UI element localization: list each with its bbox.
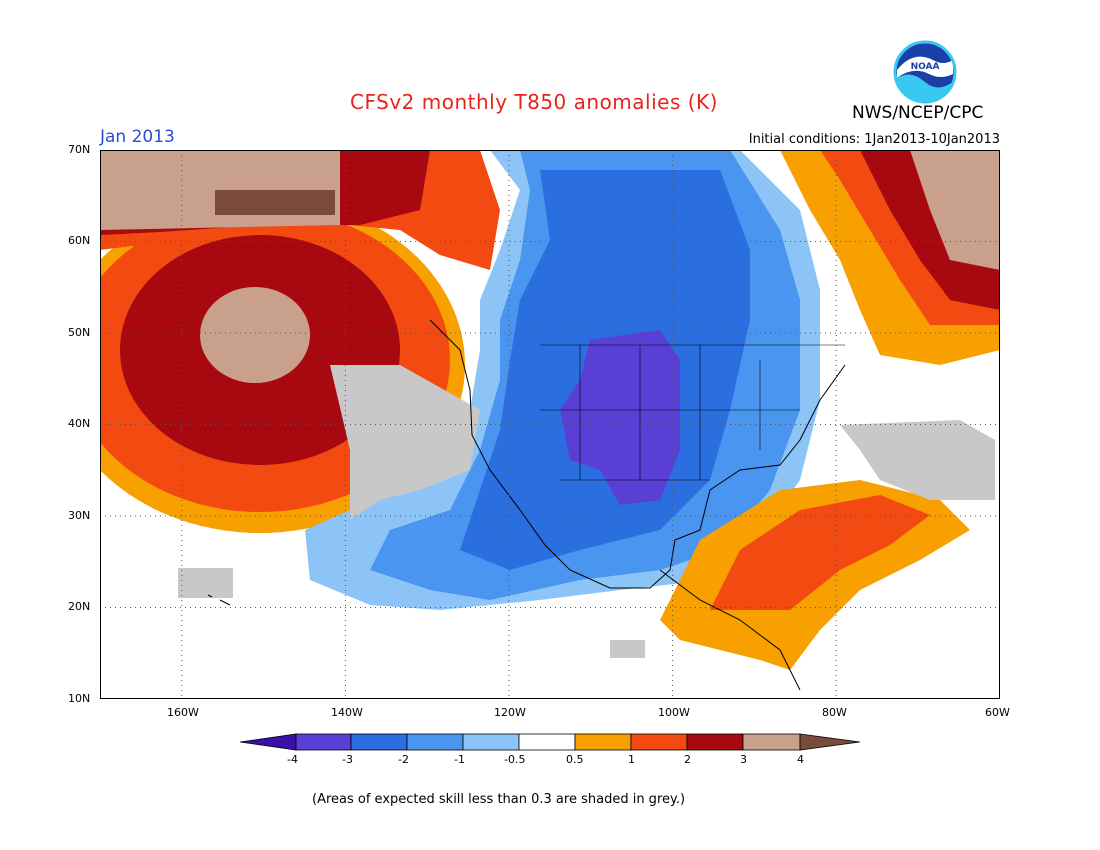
forecast-month: Jan 2013 [100,127,175,147]
colorbar-tick-2: 2 [684,753,691,766]
lon-label-160w: 160W [167,706,199,719]
na-coastline [429,319,846,589]
map-frame [100,150,1000,699]
colorbar-bin-3 [406,733,464,751]
colorbar-tick-minus-1: -1 [454,753,465,766]
lat-label-40n: 40N [68,417,91,430]
lon-label-120w: 120W [494,706,526,719]
grey-skill-note: (Areas of expected skill less than 0.3 a… [312,792,686,807]
colorbar-tick-minus-3: -3 [342,753,353,766]
lon-label-100w: 100W [658,706,690,719]
lat-label-20n: 20N [68,600,91,613]
state-borders-vertical [579,345,761,480]
cold-core [560,330,680,505]
map-title: CFSv2 monthly T850 anomalies (K) [350,90,718,114]
colorbar-tick-3: 3 [740,753,747,766]
noaa-logo-ring [893,40,957,104]
lat-label-70n: 70N [68,143,91,156]
low-skill-eastern-pacific [610,640,645,658]
northeast-warm-core [910,150,1000,270]
colorbar-upper-arrow [799,733,861,751]
colorbar-tick-minus-2: -2 [398,753,409,766]
noaa-logo-bird [897,56,953,78]
colorbar-bin-4 [462,733,520,751]
pacific-warm-core [200,287,310,383]
colorbar-bin-5 [518,733,576,751]
colorbar-bin-7 [630,733,688,751]
noaa-logo: NOAA [893,40,957,104]
low-skill-atlantic [840,420,995,500]
initial-conditions: Initial conditions: 1Jan2013-10Jan2013 [748,132,1000,147]
colorbar-tick-minus-0-5: -0.5 [504,753,526,766]
alaska-warm-peak [215,190,335,215]
low-skill-pacific [330,365,480,520]
colorbar-tick-1: 1 [628,753,635,766]
colorbar-bin-1 [295,733,352,751]
colorbar-tick-minus-4: -4 [287,753,298,766]
lat-label-50n: 50N [68,326,91,339]
central-america-coastline [659,569,801,691]
colorbar [240,733,861,751]
colorbar-bin-6 [574,733,632,751]
colorbar-tick-0-5: 0.5 [566,753,584,766]
graticule [100,150,1000,699]
noaa-logo-text: NOAA [911,62,940,72]
state-borders [540,344,845,481]
colorbar-lower-arrow [240,733,297,751]
lon-label-60w: 60W [985,706,1010,719]
agency-label: NWS/NCEP/CPC [852,103,984,123]
colorbar-bin-9 [742,733,801,751]
lon-label-140w: 140W [331,706,363,719]
lat-label-10n: 10N [68,692,91,705]
anomaly-map [100,150,1000,699]
lat-label-30n: 30N [68,509,91,522]
southeast-warm-red [710,495,930,610]
colorbar-tick-4: 4 [797,753,804,766]
low-skill-hawaii [178,568,233,598]
colorbar-bin-2 [350,733,408,751]
lat-label-60n: 60N [68,234,91,247]
colorbar-bin-8 [686,733,744,751]
lon-label-80w: 80W [822,706,847,719]
hawaii-islands [207,594,231,606]
